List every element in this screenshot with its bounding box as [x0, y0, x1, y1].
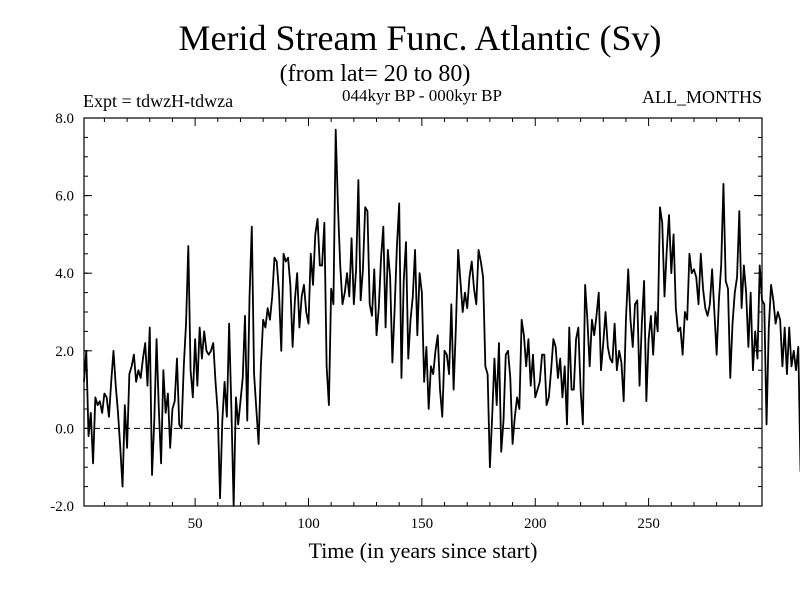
y-tick-label: -2.0 — [50, 499, 74, 515]
x-tick-label: 200 — [524, 516, 547, 532]
series-line — [83, 128, 800, 507]
x-tick-label: 150 — [411, 516, 434, 532]
plot-frame — [83, 117, 763, 507]
plot-area: -2.0 0.0 2.0 4.0 6.0 8.0 50 100 150 200 250 — [50, 111, 800, 532]
y-tick-label: 4.0 — [55, 266, 74, 282]
y-tick-label: 0.0 — [55, 421, 74, 437]
y-tick-label: 8.0 — [55, 111, 74, 127]
chart-title: Merid Stream Func. Atlantic (Sv) — [179, 18, 662, 58]
y-tick-label: 2.0 — [55, 344, 74, 360]
y-tick-label: 6.0 — [55, 189, 74, 205]
x-tick-label: 250 — [637, 516, 660, 532]
months-label: ALL_MONTHS — [642, 87, 762, 107]
x-tick-label: 100 — [297, 516, 320, 532]
chart-subtitle: (from lat= 20 to 80) — [280, 61, 471, 87]
period-label: 044kyr BP - 000kyr BP — [342, 86, 502, 105]
x-axis-label: Time (in years since start) — [309, 538, 538, 563]
x-tick-label: 50 — [188, 516, 203, 532]
experiment-label: Expt = tdwzH-tdwza — [83, 91, 233, 111]
